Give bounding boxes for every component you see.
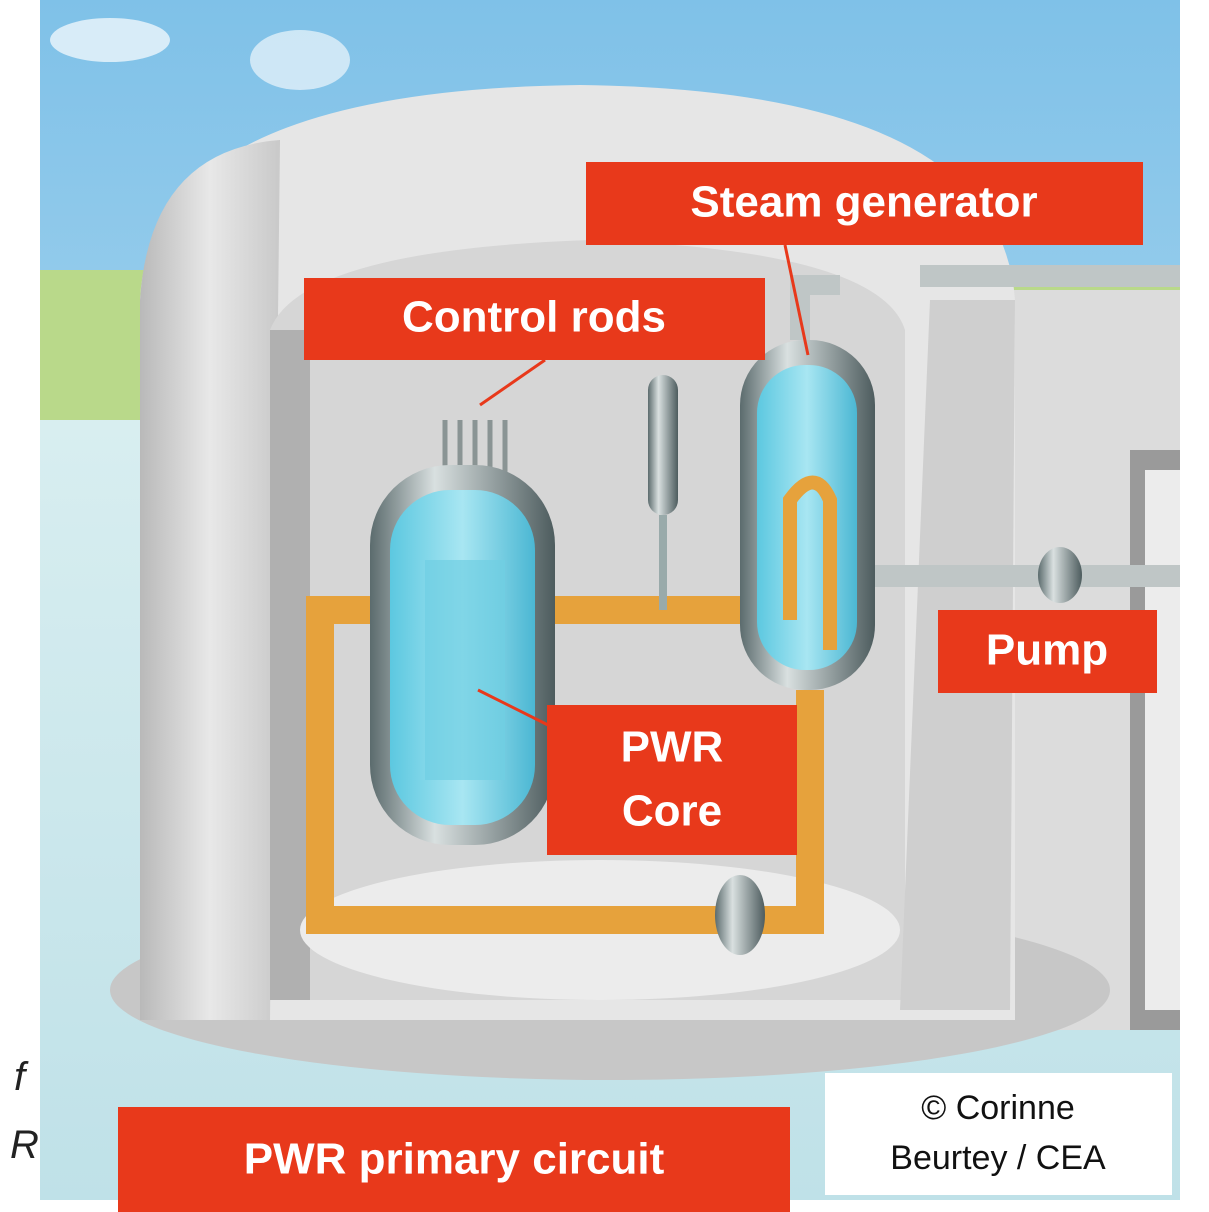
edge-fragment: f [14,1055,29,1099]
pump-icon [715,875,765,955]
title: PWR primary circuit [244,1135,665,1184]
credit: Beurtey / CEA [890,1139,1106,1177]
core-label: PWR [621,723,724,772]
control-rods-label: Control rods [402,293,666,342]
diagram: f R Steam generator Control rods Pump PW… [0,0,1209,1212]
pump-label: Pump [986,626,1108,675]
core-label: Core [622,787,722,836]
steam-generator-label: Steam generator [690,178,1037,227]
edge-fragment: R [10,1123,39,1167]
steam-generator-vessel [740,340,875,690]
credit: © Corinne [921,1089,1075,1127]
